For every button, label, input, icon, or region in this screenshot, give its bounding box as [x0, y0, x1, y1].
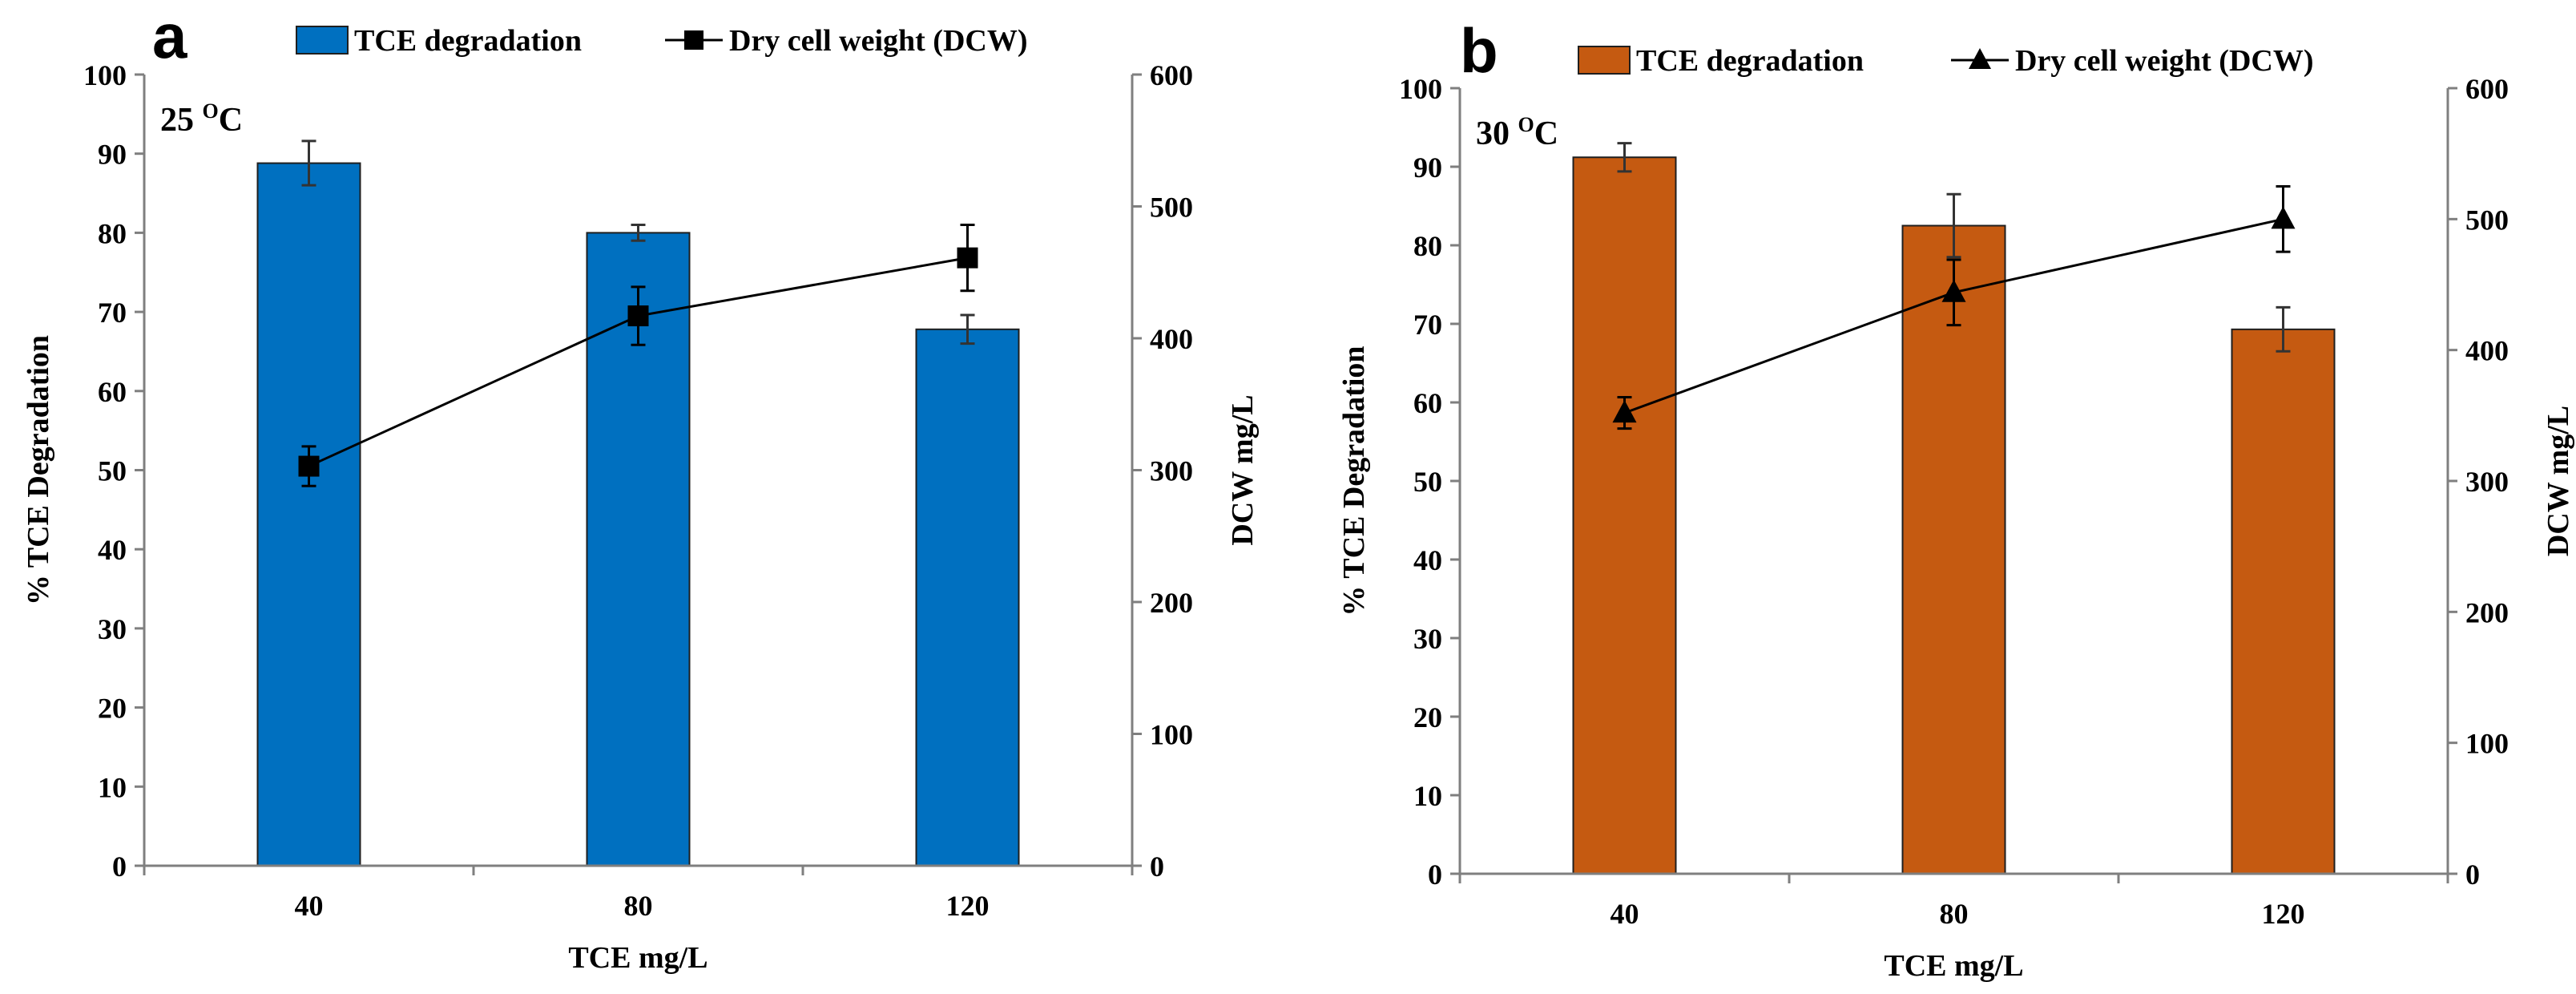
y2-tick-label: 0 — [1150, 851, 1164, 883]
legend-label-dcw: Dry cell weight (DCW) — [2015, 44, 2314, 78]
bar-error-bar-40 — [301, 139, 316, 187]
y-tick-label: 20 — [1413, 701, 1442, 733]
y-tick-label: 50 — [98, 455, 127, 487]
x-tick-label: 40 — [1611, 898, 1639, 930]
y2-tick-label: 200 — [2465, 596, 2509, 628]
y-tick-label: 70 — [98, 297, 127, 329]
temperature-label: 25 OC — [160, 99, 243, 139]
legend-label-bar: TCE degradation — [1636, 44, 1864, 78]
y-tick-label: 80 — [1413, 230, 1442, 262]
temperature-unit: C — [1534, 115, 1558, 152]
y-tick-label: 10 — [1413, 780, 1442, 812]
dcw-point-120 — [2271, 206, 2296, 229]
y2-axis-title: DCW mg/L — [1226, 394, 1260, 545]
x-axis-title: TCE mg/L — [1884, 949, 2023, 983]
x-tick-label: 80 — [1940, 898, 1969, 930]
y2-tick-label: 0 — [2465, 859, 2480, 891]
y-tick-label: 90 — [98, 139, 127, 171]
y-tick-label: 100 — [83, 59, 127, 91]
y-tick-label: 70 — [1413, 309, 1442, 341]
x-tick-label: 40 — [295, 890, 324, 922]
y-axis-title: % TCE Degradation — [1337, 345, 1371, 616]
chart-panel-a: 0 10 20 30 40 50 60 70 80 90 100 0 100 200 300 400 500 60… — [22, 1, 1260, 975]
x-axis-title: TCE mg/L — [568, 941, 707, 975]
y-tick-label: 30 — [98, 613, 127, 645]
y-tick-label: 50 — [1413, 466, 1442, 498]
bar-40 — [256, 162, 361, 867]
y2-axis-title: DCW mg/L — [2542, 406, 2575, 556]
y2-tick-label: 400 — [2465, 335, 2509, 367]
y2-tick-label: 500 — [1150, 192, 1193, 224]
legend-label-dcw: Dry cell weight (DCW) — [729, 24, 1028, 58]
y-tick-label: 90 — [1413, 152, 1442, 184]
panel-label: b — [1460, 15, 1498, 86]
panel-label: a — [152, 1, 187, 71]
temperature-superscript: O — [203, 99, 219, 123]
dcw-point-80 — [627, 305, 649, 327]
y-tick-label: 20 — [98, 693, 127, 725]
bar-error-bar-80 — [1946, 192, 1961, 259]
temperature-value: 30 — [1476, 115, 1518, 152]
temperature-value: 25 — [160, 102, 203, 139]
y-tick-label: 100 — [1399, 73, 1442, 105]
y-tick-label: 0 — [1428, 859, 1442, 891]
y-tick-label: 60 — [1413, 387, 1442, 419]
y-tick-label: 40 — [98, 534, 127, 566]
y2-tick-label: 500 — [2465, 204, 2509, 236]
y2-tick-label: 600 — [1150, 59, 1193, 91]
x-tick-label: 80 — [624, 890, 653, 922]
legend-marker-dcw — [684, 30, 703, 50]
y-tick-label: 30 — [1413, 623, 1442, 655]
y-tick-label: 10 — [98, 771, 127, 803]
legend-swatch-bar — [296, 26, 349, 55]
bar-error-bar-120 — [2276, 305, 2291, 353]
y2-tick-label: 400 — [1150, 323, 1193, 355]
dcw-point-80 — [1941, 279, 1966, 302]
bar-error-bar-80 — [631, 224, 646, 242]
chart-panel-b: 0 10 20 30 40 50 60 70 80 90 100 0 100 200 300 400 500 60… — [1337, 15, 2575, 983]
dcw-point-40 — [1612, 400, 1637, 423]
temperature-superscript: O — [1518, 113, 1534, 136]
y2-tick-label: 100 — [1150, 719, 1193, 751]
legend-swatch-bar — [1578, 46, 1631, 75]
y2-tick-label: 100 — [2465, 728, 2509, 760]
y2-tick-label: 300 — [2465, 466, 2509, 498]
bar-40 — [1572, 156, 1677, 875]
bar-120 — [915, 328, 1020, 867]
y2-tick-label: 200 — [1150, 587, 1193, 619]
y-tick-label: 0 — [112, 851, 127, 883]
x-tick-label: 120 — [2262, 898, 2305, 930]
y-tick-label: 60 — [98, 376, 127, 408]
dcw-point-120 — [957, 247, 978, 269]
bar-120 — [2231, 328, 2336, 875]
x-tick-label: 120 — [946, 890, 990, 922]
legend-marker-dcw — [1969, 48, 1991, 69]
y2-tick-label: 600 — [2465, 73, 2509, 105]
y-tick-label: 40 — [1413, 544, 1442, 576]
y-axis-title: % TCE Degradation — [22, 335, 55, 605]
bar-error-bar-40 — [1617, 142, 1632, 173]
temperature-label: 30 OC — [1476, 113, 1558, 152]
temperature-unit: C — [219, 102, 243, 139]
y-tick-label: 80 — [98, 217, 127, 249]
dcw-point-40 — [298, 455, 320, 477]
bar-error-bar-120 — [960, 313, 975, 345]
legend-label-bar: TCE degradation — [354, 24, 582, 58]
y2-tick-label: 300 — [1150, 455, 1193, 487]
